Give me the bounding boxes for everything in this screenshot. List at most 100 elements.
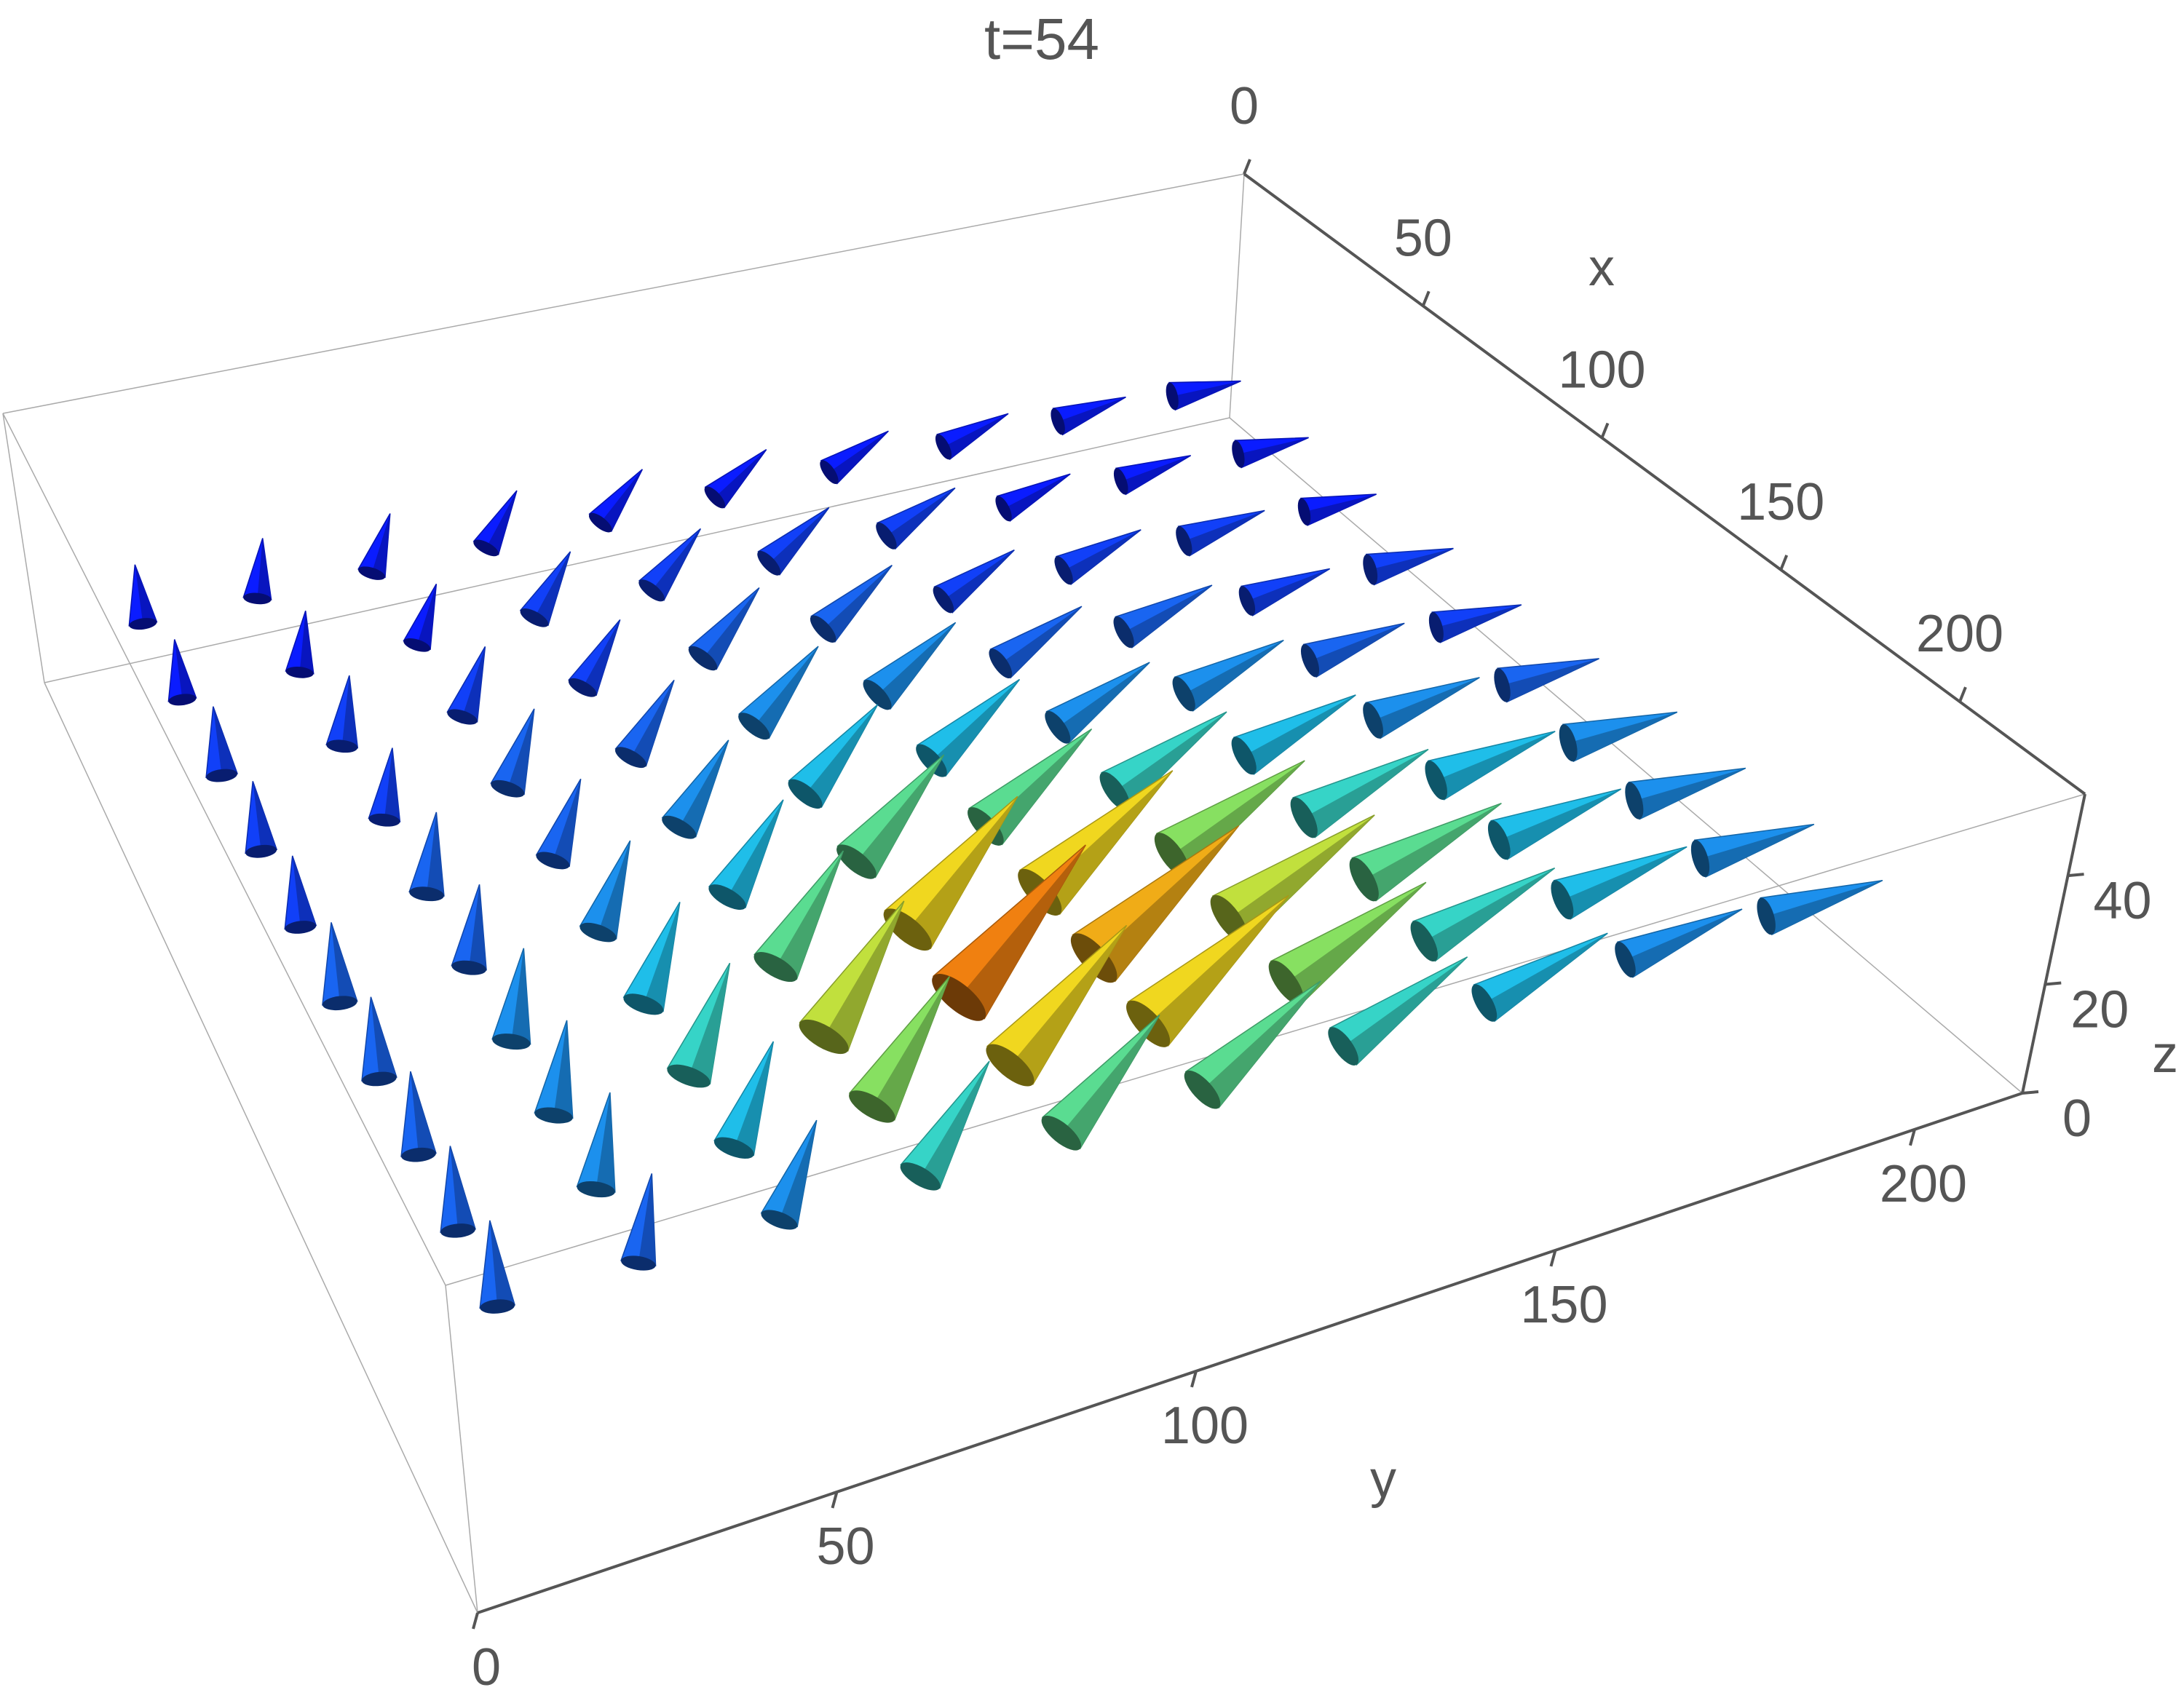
vector-arrow	[989, 606, 1083, 679]
cone-base	[688, 646, 718, 671]
cone-shade	[1064, 529, 1142, 584]
cone-base	[473, 539, 499, 557]
cone-shade	[1003, 474, 1071, 521]
cone-base	[1184, 1070, 1221, 1109]
cone-base	[243, 592, 272, 605]
cone-base	[447, 709, 478, 725]
cone-shade	[135, 564, 157, 624]
z-tick-label: 20	[2070, 981, 2129, 1039]
cone-shade	[775, 850, 844, 980]
z-tick-label: 0	[2062, 1090, 2092, 1148]
vector-arrow	[935, 413, 1009, 461]
vector-arrow	[1290, 748, 1429, 838]
cone-base	[409, 886, 444, 902]
cone-shade	[450, 1146, 475, 1231]
vector-arrow	[1041, 1015, 1160, 1151]
vector-arrow	[708, 799, 784, 910]
cone-base	[916, 744, 947, 777]
cone-shade	[907, 796, 1018, 949]
cone-base	[206, 769, 238, 782]
cone-shade	[943, 550, 1015, 613]
cone-base	[1113, 468, 1128, 495]
y-tick	[1190, 1370, 1198, 1388]
vector-arrow	[479, 1220, 516, 1314]
cone-base	[1494, 668, 1511, 702]
vector-arrow	[1559, 711, 1678, 763]
cone-base	[876, 522, 897, 550]
cone-base	[753, 952, 798, 983]
vector-arrow	[760, 1119, 818, 1230]
vector-arrow	[284, 855, 317, 934]
cone-shade	[643, 902, 680, 1012]
vector-arrow	[451, 884, 487, 975]
vector-arrow	[622, 901, 681, 1015]
vector-arrow	[1268, 881, 1427, 1005]
cone-base	[621, 1255, 656, 1271]
cone-base	[245, 844, 277, 858]
cone-base	[577, 1181, 615, 1198]
z-tick	[2068, 873, 2084, 878]
cone-base	[738, 713, 770, 740]
cone-base	[534, 1107, 573, 1124]
cone-shade	[678, 739, 729, 837]
cone-shade	[416, 584, 437, 650]
cone-base	[1757, 897, 1776, 935]
cone-base	[326, 739, 358, 753]
cone-base	[536, 852, 570, 870]
vector-arrow	[205, 706, 239, 782]
y-tick	[831, 1491, 839, 1509]
cone-base	[704, 486, 726, 509]
cone-shade	[1184, 640, 1284, 711]
cone-shade	[1238, 437, 1309, 468]
vector-arrow	[1625, 767, 1746, 820]
cone-base	[1425, 761, 1447, 801]
vector-arrow	[285, 610, 314, 678]
cone-base	[129, 618, 157, 630]
x-tick-label: 100	[1558, 341, 1645, 400]
cone-base	[440, 1223, 475, 1238]
cone-shade	[371, 513, 390, 578]
cone-base	[285, 921, 317, 934]
cone-base	[849, 1090, 895, 1123]
vector-arrow	[472, 490, 518, 557]
cone-shade	[410, 1071, 436, 1155]
vector-arrow	[848, 976, 951, 1123]
cone-shade	[943, 413, 1009, 459]
cone-base	[1551, 880, 1574, 920]
vector-arrow	[368, 747, 401, 827]
cone-shade	[292, 855, 317, 927]
cone-base	[667, 1064, 711, 1088]
cone-shade	[1625, 909, 1743, 977]
cone-base	[1625, 782, 1644, 820]
cone-shade	[1123, 585, 1212, 648]
cone-shade	[1634, 768, 1746, 820]
y-tick-label: 200	[1880, 1155, 1967, 1213]
cone-base	[623, 993, 664, 1015]
cone-base	[708, 884, 746, 910]
cone-shade	[462, 646, 486, 722]
x-tick	[1421, 290, 1431, 307]
cone-base	[1487, 820, 1511, 860]
x-tick	[1243, 159, 1251, 175]
cone-shade	[1502, 658, 1599, 702]
vector-arrow	[638, 528, 702, 602]
vector-arrow	[900, 1060, 990, 1191]
vector-arrow	[403, 583, 438, 652]
vector-arrow	[1166, 380, 1241, 411]
cone-shade	[511, 948, 531, 1044]
cone-shade	[1562, 846, 1688, 919]
x-tick	[1779, 555, 1789, 571]
cone-shade	[877, 622, 956, 710]
cone-shade	[985, 729, 1092, 845]
x-tick-label: 150	[1737, 473, 1824, 531]
cone-base	[1268, 960, 1304, 1005]
cone-shade	[734, 1041, 774, 1156]
box-edge	[1229, 417, 2023, 1094]
cone-base	[1615, 941, 1636, 978]
cone-base	[403, 638, 431, 652]
cone-base	[1428, 611, 1444, 643]
cone-base	[168, 694, 197, 706]
cone-shade	[1115, 712, 1227, 810]
cone-shade	[427, 812, 444, 897]
cone-base	[1471, 984, 1497, 1022]
